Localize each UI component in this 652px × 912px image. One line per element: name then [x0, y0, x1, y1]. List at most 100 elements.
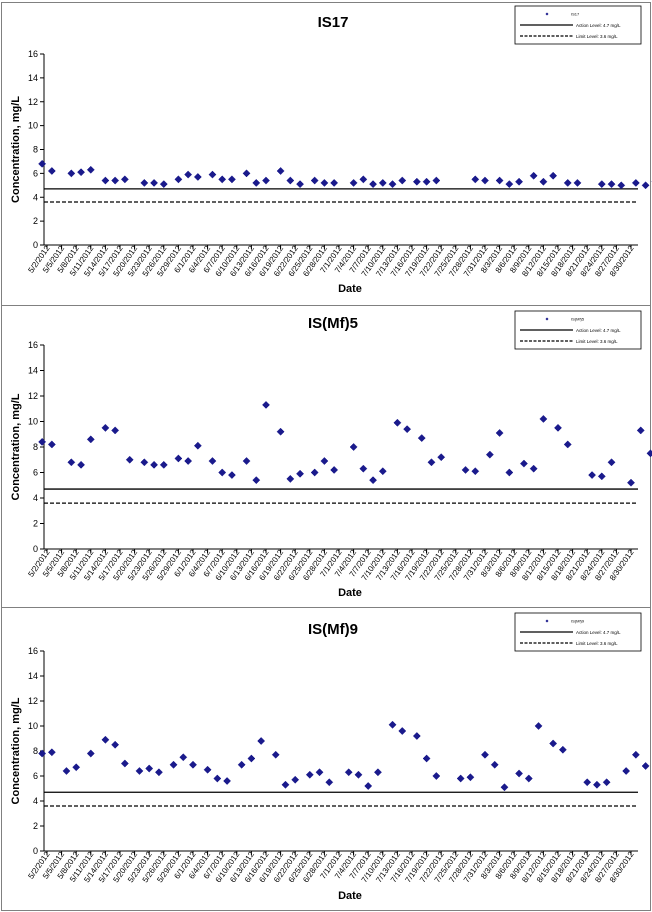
- legend-marker: [545, 12, 549, 16]
- data-point: [631, 178, 640, 187]
- data-point: [490, 760, 499, 769]
- data-point: [111, 176, 120, 185]
- data-point: [227, 175, 236, 184]
- data-point: [549, 739, 558, 748]
- y-tick-label: 14: [28, 366, 38, 376]
- data-point: [432, 176, 441, 185]
- y-tick-label: 2: [33, 821, 38, 831]
- data-point: [422, 177, 431, 186]
- y-tick-label: 12: [28, 391, 38, 401]
- data-point: [412, 732, 421, 740]
- data-point: [378, 178, 387, 187]
- legend-label: Limit Level: 3.6 mg/L: [576, 339, 618, 344]
- data-point: [505, 180, 514, 189]
- data-point: [101, 735, 110, 744]
- data-point: [281, 780, 290, 789]
- data-point: [111, 740, 120, 749]
- y-axis-label: Concentration, mg/L: [10, 697, 22, 804]
- legend-label: Action Level: 4.7 mg/L: [576, 328, 621, 333]
- data-point: [515, 769, 524, 778]
- data-point: [47, 167, 56, 175]
- data-point: [189, 760, 197, 769]
- y-tick-label: 10: [28, 721, 38, 731]
- y-tick-label: 14: [28, 73, 38, 83]
- data-point: [505, 468, 514, 477]
- legend: IS(Mf)9 Action Level: 4.7 mg/L Limit Level…: [514, 612, 642, 652]
- data-point: [174, 175, 183, 184]
- data-point: [369, 476, 378, 485]
- data-point: [286, 474, 295, 483]
- data-point: [262, 400, 270, 409]
- data-point: [437, 453, 446, 462]
- data-point: [47, 440, 56, 449]
- data-point: [631, 750, 640, 759]
- data-point: [237, 760, 246, 769]
- y-tick-label: 4: [33, 796, 38, 806]
- legend-marker: [545, 619, 549, 623]
- data-point: [481, 176, 489, 185]
- data-point: [208, 457, 217, 465]
- data-point: [529, 171, 538, 180]
- y-tick-label: 0: [33, 544, 38, 554]
- x-axis-label: Date: [338, 587, 362, 599]
- data-point: [373, 768, 382, 777]
- data-point: [47, 748, 56, 757]
- data-point: [461, 465, 470, 474]
- data-point: [242, 169, 251, 178]
- data-point: [154, 768, 163, 777]
- data-point: [67, 458, 76, 467]
- y-axis-label: Concentration, mg/L: [10, 393, 22, 500]
- data-point: [602, 778, 611, 787]
- y-tick-label: 0: [33, 846, 38, 856]
- y-tick-label: 16: [28, 49, 38, 59]
- data-point: [184, 170, 193, 179]
- data-point: [296, 180, 305, 189]
- data-point: [515, 177, 524, 186]
- data-point: [422, 754, 431, 763]
- data-point: [622, 767, 631, 775]
- data-point: [169, 760, 178, 769]
- data-point: [242, 457, 251, 465]
- data-point: [563, 440, 572, 449]
- data-point: [276, 427, 285, 436]
- data-point: [597, 180, 606, 189]
- data-point: [354, 770, 363, 779]
- legend-label: IS(Mf)5: [571, 317, 585, 322]
- data-point: [320, 457, 329, 465]
- data-point: [145, 764, 154, 773]
- chart-title: IS17: [318, 14, 349, 31]
- legend-marker: [545, 317, 549, 321]
- data-point: [500, 783, 509, 792]
- data-point: [125, 455, 134, 464]
- y-tick-label: 4: [33, 192, 38, 202]
- data-point: [393, 418, 402, 427]
- y-tick-label: 10: [28, 417, 38, 427]
- x-axis-label: Date: [338, 283, 362, 295]
- data-point: [641, 181, 650, 190]
- data-point: [485, 450, 494, 459]
- legend-label: Limit Level: 3.6 mg/L: [576, 34, 618, 39]
- data-point: [349, 178, 358, 187]
- data-point: [627, 478, 635, 487]
- y-tick-label: 6: [33, 168, 38, 178]
- data-point: [398, 176, 407, 185]
- data-point: [140, 178, 149, 187]
- data-point: [135, 767, 144, 775]
- y-tick-label: 2: [33, 216, 38, 226]
- data-point: [432, 772, 441, 780]
- data-point: [310, 176, 319, 185]
- data-point: [592, 780, 601, 789]
- data-point: [330, 465, 339, 474]
- data-point: [72, 763, 81, 772]
- data-point: [291, 775, 300, 784]
- data-point: [159, 460, 168, 469]
- data-point: [86, 165, 95, 174]
- data-point: [184, 457, 193, 465]
- data-point: [471, 175, 480, 184]
- data-point: [378, 467, 387, 476]
- legend-label: IS(Mf)9: [571, 619, 585, 624]
